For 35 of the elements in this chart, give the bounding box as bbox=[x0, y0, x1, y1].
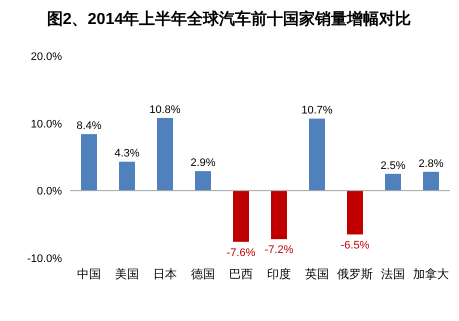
data-label: 2.5% bbox=[380, 160, 406, 172]
data-label: 10.8% bbox=[149, 104, 181, 116]
x-tick-label: 法国 bbox=[381, 267, 405, 281]
bar bbox=[195, 171, 211, 191]
data-label: 2.8% bbox=[418, 158, 444, 170]
x-tick-label: 印度 bbox=[267, 267, 291, 281]
y-tick-label: 0.0% bbox=[36, 186, 62, 198]
data-label: -7.6% bbox=[226, 246, 256, 259]
y-tick-label: 10.0% bbox=[30, 118, 62, 130]
x-tick-label: 中国 bbox=[77, 267, 101, 281]
x-tick-label: 日本 bbox=[153, 267, 177, 281]
bar bbox=[385, 174, 401, 191]
bar bbox=[271, 190, 287, 240]
bar bbox=[233, 190, 249, 242]
x-tick-label: 俄罗斯 bbox=[337, 267, 373, 281]
x-tick-label: 英国 bbox=[305, 267, 329, 281]
data-label: 2.9% bbox=[190, 157, 216, 170]
data-label: -6.5% bbox=[340, 239, 370, 252]
bar bbox=[423, 172, 439, 191]
data-label: 8.4% bbox=[76, 120, 102, 132]
bar bbox=[347, 190, 363, 234]
bar bbox=[309, 118, 325, 191]
x-tick-label: 加拿大 bbox=[413, 267, 449, 281]
bar bbox=[81, 134, 97, 191]
x-tick-label: 美国 bbox=[115, 267, 139, 281]
x-tick-label: 巴西 bbox=[229, 267, 253, 281]
bar bbox=[157, 118, 173, 191]
data-label: 4.3% bbox=[114, 148, 140, 160]
data-label: -7.2% bbox=[264, 244, 294, 256]
bar bbox=[119, 162, 135, 191]
y-tick-label: 20.0% bbox=[30, 51, 62, 63]
chart-title: 图2、2014年上半年全球汽车前十国家销量增幅对比 bbox=[46, 9, 412, 28]
data-label: 10.7% bbox=[301, 104, 333, 117]
x-tick-label: 德国 bbox=[191, 267, 215, 281]
y-tick-label: -10.0% bbox=[27, 253, 62, 265]
